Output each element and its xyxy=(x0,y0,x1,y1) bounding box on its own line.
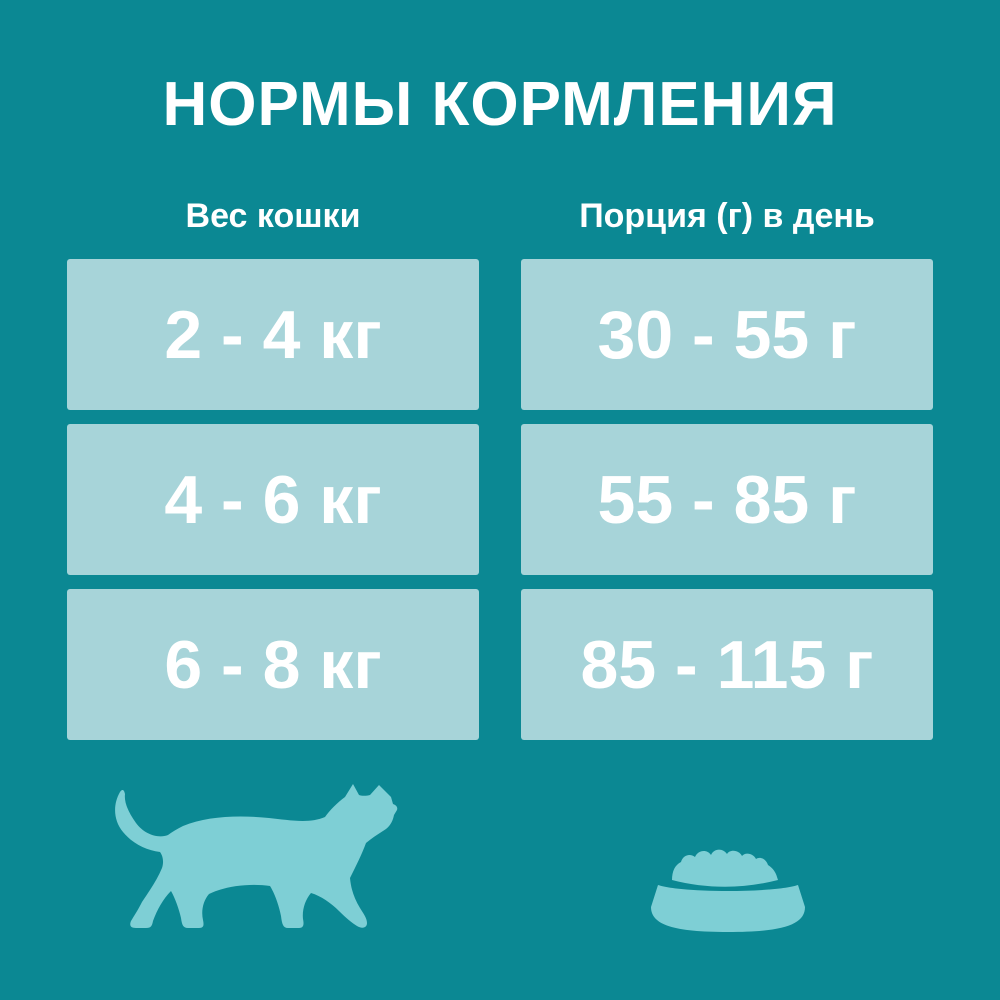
cat-icon xyxy=(115,784,398,928)
cell-weight-range-2: 4 - 6 кг xyxy=(67,424,479,575)
cell-portion-range-3: 85 - 115 г xyxy=(521,589,933,740)
column-header-cat-weight: Вес кошки xyxy=(185,197,361,235)
bowl-body xyxy=(651,885,805,932)
page-title: НОРМЫ КОРМЛЕНИЯ xyxy=(162,70,838,139)
kibble-mound xyxy=(672,849,778,887)
cell-weight-range-1: 2 - 4 кг xyxy=(67,259,479,410)
food-bowl-icon xyxy=(651,849,805,932)
cell-portion-range-1: 30 - 55 г xyxy=(521,259,933,410)
cell-portion-range-2: 55 - 85 г xyxy=(521,424,933,575)
cell-weight-range-3: 6 - 8 кг xyxy=(67,589,479,740)
feeding-table: 2 - 4 кг 30 - 55 г 4 - 6 кг 55 - 85 г 6 … xyxy=(67,259,933,740)
column-header-portion-per-day: Порция (г) в день xyxy=(579,197,875,235)
